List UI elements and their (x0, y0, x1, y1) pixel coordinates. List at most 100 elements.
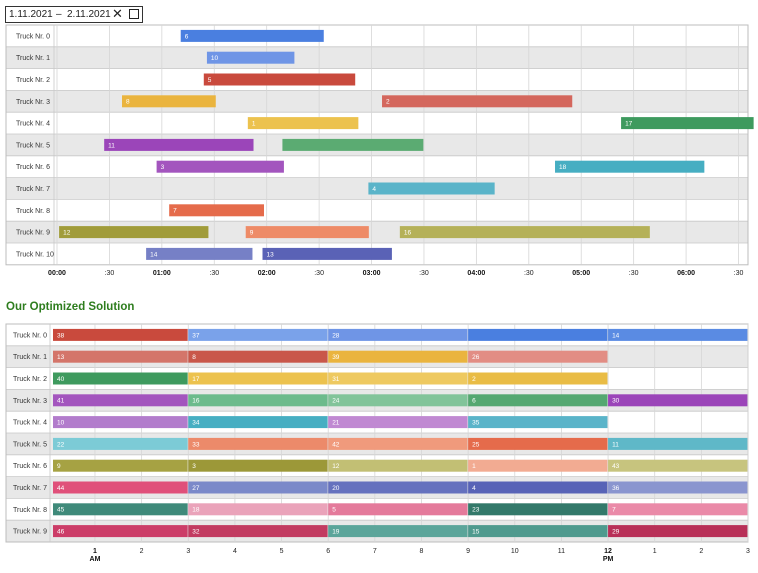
timeline-bar[interactable] (468, 525, 608, 538)
timeline-bar[interactable] (608, 459, 748, 472)
timeline-bar[interactable] (382, 95, 573, 108)
bar-label: 18 (559, 164, 567, 171)
timeline-bar[interactable] (188, 459, 328, 472)
timeline-bar[interactable] (53, 437, 188, 450)
bar-label: 22 (57, 441, 65, 448)
timeline-bar[interactable] (468, 350, 608, 363)
axis-tick-label: 6 (326, 548, 330, 555)
timeline-bar[interactable] (104, 138, 254, 151)
timeline-bar[interactable] (180, 29, 324, 42)
timeline-bar[interactable] (53, 372, 188, 385)
timeline-bar[interactable] (146, 247, 253, 260)
row-label: Truck Nr. 4 (16, 121, 50, 128)
close-icon[interactable]: ✕ (112, 6, 123, 21)
axis-tick-label: :30 (105, 270, 115, 277)
timeline-bar[interactable] (468, 394, 608, 407)
date-from-field[interactable]: 1.11.2021 (9, 9, 53, 20)
bar-label: 11 (612, 441, 619, 448)
timeline-bar[interactable] (328, 437, 468, 450)
axis-tick-label: 01:00 (153, 270, 171, 277)
timeline-bar[interactable] (53, 459, 188, 472)
timeline-bar[interactable] (328, 350, 468, 363)
bar-label: 27 (192, 485, 200, 492)
row-band (6, 46, 748, 69)
bar-label: 2 (472, 376, 476, 383)
timeline-bar[interactable] (188, 416, 328, 429)
timeline-bar[interactable] (468, 437, 608, 450)
date-to-field[interactable]: 2.11.2021 (67, 9, 111, 20)
row-label: Truck Nr. 5 (13, 441, 47, 448)
timeline-bar[interactable] (188, 328, 328, 341)
timeline-bar[interactable] (169, 204, 264, 217)
timeline-bar[interactable] (608, 394, 748, 407)
bar-label: 43 (612, 463, 620, 470)
timeline-bar[interactable] (203, 73, 356, 86)
timeline-bar[interactable] (328, 328, 468, 341)
timeline-bar[interactable] (328, 481, 468, 494)
timeline-bar[interactable] (53, 416, 188, 429)
timeline-bar[interactable] (608, 481, 748, 494)
timeline-bar[interactable] (468, 328, 608, 341)
timeline-bar[interactable] (282, 138, 424, 151)
timeline-bar[interactable] (328, 459, 468, 472)
timeline-bar[interactable] (468, 503, 608, 516)
axis-tick-label: 00:00 (48, 270, 66, 277)
timeline-bar[interactable] (468, 459, 608, 472)
timeline-bar[interactable] (53, 328, 188, 341)
timeline-bar[interactable] (247, 117, 359, 130)
timeline-bar[interactable] (621, 117, 754, 130)
timeline-bar[interactable] (468, 372, 608, 385)
timeline-bar[interactable] (608, 437, 748, 450)
timeline-bar[interactable] (608, 525, 748, 538)
axis-tick-label: 7 (373, 548, 377, 555)
timeline-bar[interactable] (245, 226, 369, 239)
timeline-bar[interactable] (122, 95, 216, 108)
timeline-bar[interactable] (188, 503, 328, 516)
bar-label: 3 (161, 164, 165, 171)
timeline-bar[interactable] (328, 416, 468, 429)
timeline-bar[interactable] (468, 481, 608, 494)
chart-frame (5, 24, 749, 266)
timeline-bar[interactable] (328, 503, 468, 516)
timeline-bar[interactable] (53, 503, 188, 516)
timeline-bar[interactable] (156, 160, 284, 173)
bar-label: 28 (332, 332, 340, 339)
timeline-bar[interactable] (188, 525, 328, 538)
bar-label: 32 (192, 529, 200, 536)
bar-label: 17 (192, 376, 200, 383)
calendar-icon[interactable] (129, 9, 139, 19)
axis-tick-label: :30 (209, 270, 219, 277)
timeline-bar[interactable] (53, 394, 188, 407)
timeline-bar[interactable] (188, 437, 328, 450)
timeline-bar[interactable] (368, 182, 495, 195)
timeline-bar[interactable] (188, 481, 328, 494)
bar-label: 7 (173, 208, 177, 215)
timeline-bar[interactable] (53, 350, 188, 363)
date-range-picker[interactable]: 1.11.2021 – 2.11.2021 ✕ (5, 6, 143, 23)
row-label: Truck Nr. 0 (16, 33, 50, 40)
bar-label: 36 (612, 485, 620, 492)
axis-tick-label: 2 (140, 548, 144, 555)
row-label: Truck Nr. 8 (16, 208, 50, 215)
timeline-bar[interactable] (328, 525, 468, 538)
axis-tick-label: :30 (419, 270, 429, 277)
timeline-bar[interactable] (468, 416, 608, 429)
row-label: Truck Nr. 3 (13, 398, 47, 405)
timeline-bar[interactable] (328, 394, 468, 407)
timeline-bar[interactable] (188, 372, 328, 385)
axis-tick-label: 3 (186, 548, 190, 555)
timeline-bar[interactable] (608, 328, 748, 341)
row-label: Truck Nr. 10 (16, 251, 54, 258)
axis-tick-label: :30 (524, 270, 534, 277)
timeline-bar[interactable] (399, 226, 650, 239)
timeline-bar[interactable] (59, 226, 209, 239)
timeline-bar[interactable] (206, 51, 295, 64)
timeline-bar[interactable] (53, 481, 188, 494)
timeline-bar[interactable] (53, 525, 188, 538)
timeline-bar[interactable] (328, 372, 468, 385)
timeline-bar[interactable] (262, 247, 392, 260)
timeline-bar[interactable] (188, 394, 328, 407)
timeline-bar[interactable] (555, 160, 705, 173)
timeline-bar[interactable] (188, 350, 328, 363)
timeline-bar[interactable] (608, 503, 748, 516)
